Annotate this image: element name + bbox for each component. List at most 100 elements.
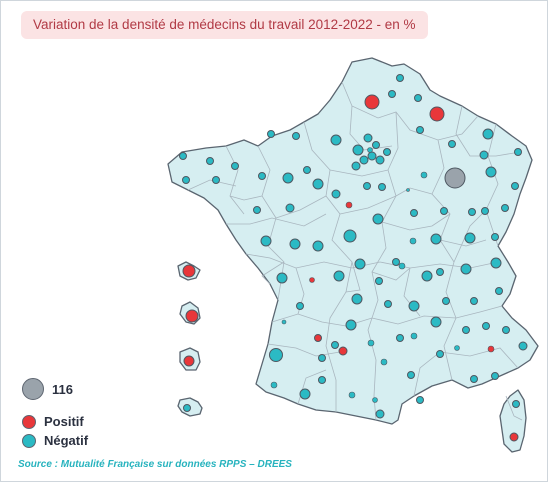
positive-circle <box>509 432 519 442</box>
department-border <box>371 267 411 281</box>
negative-circle <box>481 207 489 215</box>
negative-circle <box>363 133 373 143</box>
map-title: Variation de la densité de médecins du t… <box>21 11 428 39</box>
legend-negative-label: Négatif <box>44 433 89 448</box>
negative-circle <box>253 206 261 214</box>
negative-circle <box>285 203 295 213</box>
positive-circle <box>429 106 445 122</box>
negative-circle <box>267 130 275 138</box>
negative-circle <box>318 354 326 362</box>
department-border <box>303 121 353 412</box>
negative-circle <box>281 319 287 325</box>
negative-circle <box>367 339 375 347</box>
negative-circle <box>258 172 266 180</box>
negative-circle <box>416 126 424 134</box>
reference-circle <box>444 167 466 189</box>
legend-size-reference: 116 <box>22 378 73 400</box>
negative-circle <box>372 397 378 403</box>
positive-circle <box>314 334 322 342</box>
negative-circle <box>470 375 478 383</box>
positive-circle <box>338 346 348 356</box>
department-border <box>261 261 285 285</box>
negative-circle <box>333 270 345 282</box>
negative-circle <box>351 161 361 171</box>
negative-circle <box>408 300 420 312</box>
negative-circle <box>383 148 391 156</box>
negative-circle <box>430 233 442 245</box>
department-border <box>341 81 479 141</box>
negative-circle <box>491 372 499 380</box>
negative-circle <box>501 204 509 212</box>
negative-circle <box>343 229 357 243</box>
negative-circle <box>378 183 386 191</box>
negative-circle <box>421 270 433 282</box>
department-border <box>395 187 433 197</box>
negative-circle <box>312 178 324 190</box>
legend-negative-dot <box>22 433 36 448</box>
department-border <box>413 347 519 397</box>
negative-circle <box>470 297 478 305</box>
negative-circle <box>410 209 418 217</box>
department-border <box>345 261 361 293</box>
negative-circle <box>407 371 415 379</box>
negative-circle <box>491 233 499 241</box>
negative-circle <box>348 391 356 399</box>
negative-circle <box>179 152 187 160</box>
negative-circle <box>212 176 220 184</box>
negative-circle <box>490 257 502 269</box>
negative-circle <box>345 319 357 331</box>
negative-circle <box>514 148 522 156</box>
legend-positive-dot <box>22 414 36 429</box>
negative-circle <box>352 144 364 156</box>
negative-circle <box>270 381 278 389</box>
department-border <box>381 213 451 231</box>
negative-circle <box>372 213 384 225</box>
negative-circle <box>351 293 363 305</box>
symbol-layer <box>179 74 528 442</box>
positive-circle <box>185 309 199 323</box>
department-border <box>439 239 487 247</box>
negative-circle <box>312 240 324 252</box>
negative-circle <box>482 128 494 140</box>
negative-circle <box>388 90 396 98</box>
negative-circle <box>318 376 326 384</box>
negative-circle <box>518 341 528 351</box>
negative-circle <box>436 268 444 276</box>
negative-circle <box>367 147 373 153</box>
negative-circle <box>331 341 339 349</box>
negative-circle <box>440 207 448 215</box>
negative-circle <box>464 232 476 244</box>
negative-circle <box>330 134 342 146</box>
department-border <box>225 145 245 215</box>
department-border <box>187 179 237 191</box>
negative-circle <box>276 272 288 284</box>
negative-circle <box>372 141 380 149</box>
negative-circle <box>269 348 283 362</box>
positive-circle <box>364 94 380 110</box>
negative-circle <box>183 404 191 412</box>
negative-circle <box>260 235 272 247</box>
negative-circle <box>479 150 489 160</box>
department-border <box>267 343 341 357</box>
department-border <box>271 305 503 327</box>
positive-circle <box>487 345 495 353</box>
negative-circle <box>511 182 519 190</box>
negative-circle <box>406 188 410 192</box>
legend-positive-label: Positif <box>44 414 84 429</box>
department-border <box>431 139 457 381</box>
negative-circle <box>282 172 294 184</box>
negative-circle <box>409 237 417 245</box>
department-border <box>505 395 523 421</box>
negative-circle <box>231 162 239 170</box>
negative-circle <box>502 326 510 334</box>
department-border <box>275 195 327 219</box>
negative-circle <box>392 258 400 266</box>
negative-circle <box>396 334 404 342</box>
negative-circle <box>206 157 214 165</box>
negative-circle <box>367 151 377 161</box>
negative-circle <box>182 176 190 184</box>
negative-circle <box>396 74 404 82</box>
negative-circle <box>363 182 371 190</box>
department-border <box>339 195 397 215</box>
negative-circle <box>448 140 456 148</box>
